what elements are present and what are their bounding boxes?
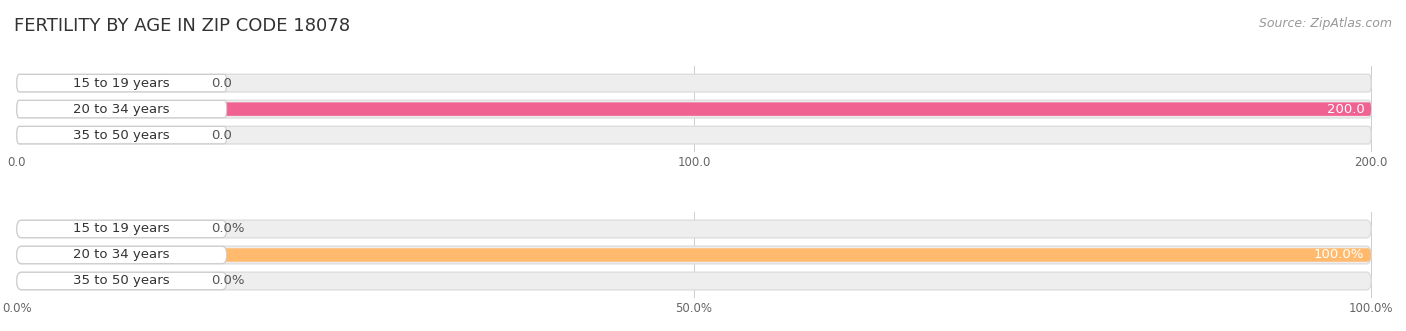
FancyBboxPatch shape [17,246,226,264]
Text: 20 to 34 years: 20 to 34 years [73,103,170,116]
Text: 20 to 34 years: 20 to 34 years [73,249,170,261]
FancyBboxPatch shape [17,126,1371,144]
FancyBboxPatch shape [17,102,1371,116]
FancyBboxPatch shape [17,74,1371,92]
FancyBboxPatch shape [17,274,195,288]
FancyBboxPatch shape [17,100,226,118]
Text: 0.0: 0.0 [211,129,232,142]
Text: FERTILITY BY AGE IN ZIP CODE 18078: FERTILITY BY AGE IN ZIP CODE 18078 [14,17,350,34]
Text: 15 to 19 years: 15 to 19 years [73,76,170,90]
FancyBboxPatch shape [17,126,226,144]
FancyBboxPatch shape [17,220,1371,238]
FancyBboxPatch shape [17,76,195,90]
FancyBboxPatch shape [17,128,195,142]
FancyBboxPatch shape [17,272,226,290]
Text: 200.0: 200.0 [1327,103,1364,116]
Text: 35 to 50 years: 35 to 50 years [73,274,170,288]
Text: 0.0: 0.0 [211,76,232,90]
FancyBboxPatch shape [17,74,226,92]
Text: Source: ZipAtlas.com: Source: ZipAtlas.com [1258,17,1392,29]
FancyBboxPatch shape [17,222,195,236]
FancyBboxPatch shape [17,220,226,238]
Text: 0.0%: 0.0% [211,222,245,235]
Text: 100.0%: 100.0% [1315,249,1364,261]
Text: 0.0%: 0.0% [211,274,245,288]
Text: 15 to 19 years: 15 to 19 years [73,222,170,235]
FancyBboxPatch shape [17,272,1371,290]
FancyBboxPatch shape [17,246,1371,264]
FancyBboxPatch shape [17,248,1371,262]
FancyBboxPatch shape [17,100,1371,118]
Text: 35 to 50 years: 35 to 50 years [73,129,170,142]
